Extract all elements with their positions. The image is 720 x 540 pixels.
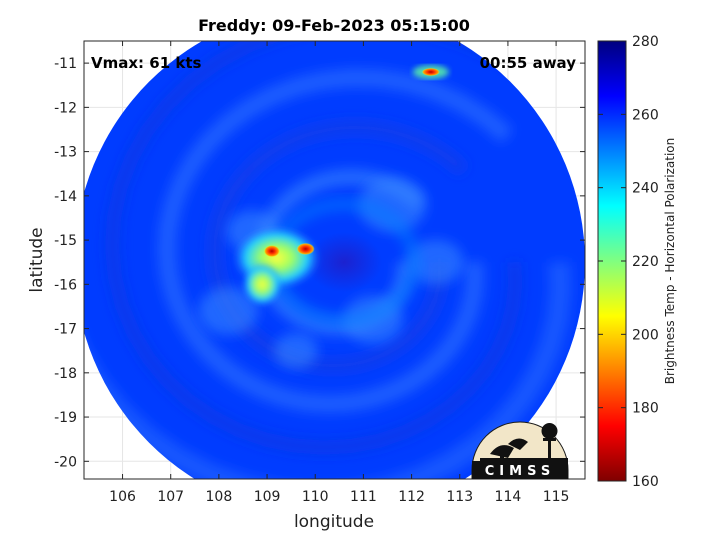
- deep-core-secondary: [263, 245, 280, 258]
- northeast-cell: [421, 67, 440, 76]
- cloud-patch: [273, 333, 318, 369]
- colorbar-tick-label: 260: [632, 107, 659, 123]
- y-tick-label: -20: [54, 454, 77, 470]
- x-ticks: 106 107 108 109 110 111 112 113 114 115: [109, 41, 569, 505]
- colorbar-tick-label: 200: [632, 327, 659, 343]
- x-tick-label: 110: [302, 489, 329, 505]
- colorbar-label: Brightness Temp - Horizontal Polarizatio…: [663, 138, 677, 385]
- cloud-patch: [407, 239, 464, 285]
- cloud-patch: [358, 177, 427, 232]
- y-tick-label: -14: [54, 189, 77, 205]
- colorbar-tick-label: 240: [632, 181, 659, 197]
- convection-southwest: [242, 262, 283, 307]
- time-away-annotation: 00:55 away: [480, 54, 577, 72]
- x-tick-label: 112: [398, 489, 425, 505]
- colorbar-tick-label: 180: [632, 401, 659, 417]
- swath: [84, 41, 585, 479]
- x-tick-label: 113: [446, 489, 473, 505]
- cimss-logo-text: CIMSS: [485, 464, 555, 479]
- y-axis-label: latitude: [27, 227, 47, 292]
- y-tick-label: -19: [54, 410, 77, 426]
- y-tick-label: -12: [54, 100, 77, 116]
- cimss-logo: CIMSS: [471, 421, 569, 480]
- figure-title: Freddy: 09-Feb-2023 05:15:00: [198, 16, 470, 35]
- colorbar-ticks: 280 260 240 220 200 180 160: [598, 34, 659, 490]
- y-tick-label: -11: [54, 56, 77, 72]
- colorbar-tick-label: 280: [632, 34, 659, 50]
- y-ticks: -11 -12 -13 -14 -15 -16 -17 -18 -19 -20: [54, 56, 585, 470]
- plot-border: [83, 40, 586, 480]
- deep-core: [296, 242, 315, 255]
- rain-band: [157, 68, 514, 414]
- cloud-patch: [198, 286, 259, 335]
- x-axis-label: longitude: [294, 512, 374, 532]
- x-tick-label: 107: [157, 489, 184, 505]
- y-tick-label: -16: [54, 277, 77, 293]
- x-tick-label: 106: [109, 489, 136, 505]
- x-tick-label: 111: [350, 489, 377, 505]
- y-tick-label: -18: [54, 366, 77, 382]
- x-tick-label: 115: [543, 489, 570, 505]
- colorbar-tick-label: 220: [632, 254, 659, 270]
- y-tick-label: -17: [54, 322, 77, 338]
- rain-band: [105, 41, 563, 455]
- y-tick-label: -15: [54, 233, 77, 249]
- x-tick-label: 109: [254, 489, 281, 505]
- storm-eye: [306, 232, 383, 293]
- y-tick-label: -13: [54, 145, 77, 161]
- x-tick-label: 114: [495, 489, 522, 505]
- vmax-annotation: Vmax: 61 kts: [91, 54, 201, 72]
- x-tick-label: 108: [206, 489, 233, 505]
- colorbar-tick-label: 160: [632, 474, 659, 490]
